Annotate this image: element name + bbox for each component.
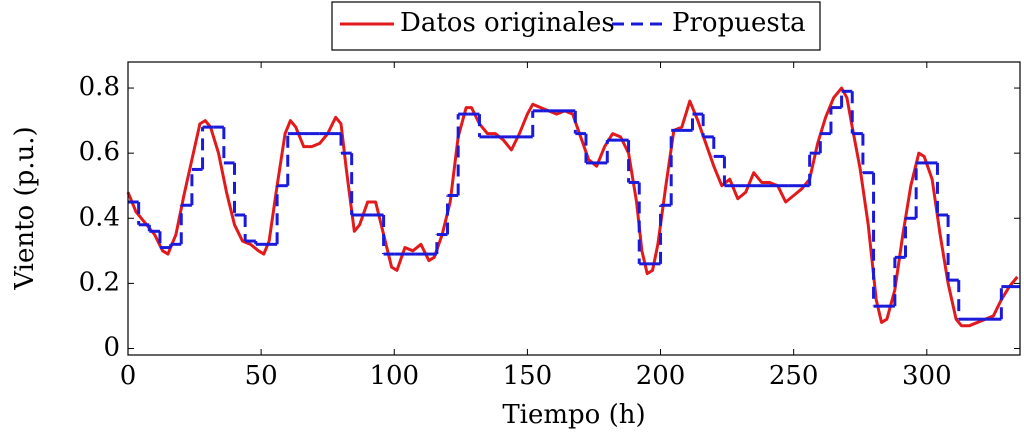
y-tick-label: 0.6 <box>79 137 120 167</box>
x-axis-label: Tiempo (h) <box>502 400 645 430</box>
data-line <box>126 86 1019 328</box>
legend-box <box>331 1 821 51</box>
x-tick-label: 250 <box>769 361 819 391</box>
x-tick-label: 150 <box>503 361 553 391</box>
x-tick-label: 100 <box>369 361 419 391</box>
plot-area <box>126 86 1020 328</box>
y-axis-label: Viento (p.u.) <box>10 126 40 290</box>
axes-frame <box>127 61 1021 356</box>
y-tick-label: 0.2 <box>79 267 120 297</box>
x-tick-label: 300 <box>902 361 952 391</box>
y-tick-label: 0.8 <box>79 72 120 102</box>
x-tick-label: 50 <box>245 361 278 391</box>
legend: Datos originales Propuesta <box>331 1 821 51</box>
legend-label: Propuesta <box>672 8 806 38</box>
x-tick-label: 0 <box>120 361 137 391</box>
y-tick-label: 0 <box>103 332 120 362</box>
legend-label: Datos originales <box>400 8 615 38</box>
x-tick-label: 200 <box>636 361 686 391</box>
y-tick-label: 0.4 <box>79 202 120 232</box>
